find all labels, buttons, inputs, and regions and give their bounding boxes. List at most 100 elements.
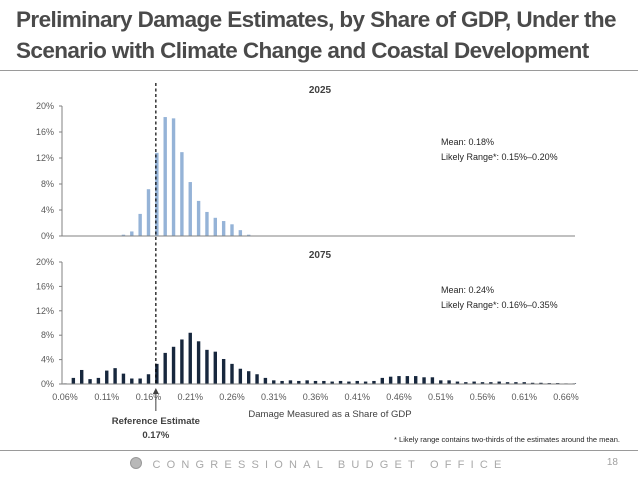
bar-2075 [363,381,368,384]
bar-2075 [88,379,92,384]
bar-2075 [255,374,259,384]
reference-value: 0.17% [142,430,169,441]
x-tick-label: 0.51% [428,392,454,402]
title-divider [0,70,638,71]
bar-2075 [130,378,134,384]
bar-2075 [439,380,443,384]
bar-2075 [247,371,251,384]
bar-2025 [238,230,243,236]
bar-2075 [297,380,301,384]
bar-2075 [522,382,526,384]
x-tick-label: 0.26% [219,392,245,402]
bar-2075 [155,363,159,384]
bar-2075 [355,380,359,384]
bar-2075 [338,380,343,384]
bar-2075 [422,377,426,384]
slide-title: Preliminary Damage Estimates, by Share o… [16,7,617,63]
bar-2075 [196,341,201,384]
bar-2025 [155,152,159,236]
bar-2075 [272,380,276,384]
bar-2075 [347,381,351,384]
x-tick-label: 0.31% [261,392,287,402]
panel-2075: 2075 0% 4% 8% 12% 16% 20% 0.06% 0.11% 0.16% 0.21… [36,250,579,420]
bar-2075 [405,376,410,384]
bar-2025 [180,152,184,236]
bar-2075 [230,363,234,384]
bar-2075 [330,381,334,384]
bar-2075 [71,377,76,384]
bar-2075 [514,382,518,384]
x-tick-label: 0.36% [303,392,329,402]
range-annotation-2075: Likely Range*: 0.16%–0.35% [441,300,558,310]
y-tick-label-2075: 8% [41,330,54,340]
y-tick-label-2075: 12% [36,306,54,316]
bar-2025 [121,234,126,236]
bar-2025 [230,224,234,236]
footer-divider [0,450,638,451]
reference-label: Reference Estimate [112,416,200,427]
x-tick-label: 0.56% [470,392,496,402]
mean-annotation-2025: Mean: 0.18% [441,137,494,147]
bar-2075 [221,358,226,384]
bar-2075 [113,368,117,384]
bar-2075 [188,332,192,384]
bar-2075 [464,382,468,384]
bar-2075 [372,380,376,384]
bar-2025 [138,213,142,236]
bar-2075 [313,380,318,384]
bar-2075 [480,382,485,384]
x-tick-label: 0.41% [344,392,370,402]
y-tick-label-2025: 16% [36,127,54,137]
bar-2025 [213,217,217,236]
y-tick-label-2075: 4% [41,355,54,365]
bar-2025 [221,221,226,236]
bar-2075 [447,380,451,384]
bar-2075 [414,376,418,384]
y-tick-label-2075: 16% [36,281,54,291]
x-tick-label: 0.06% [52,392,78,402]
bar-2075 [238,368,243,384]
x-tick-label: 0.46% [386,392,412,402]
bar-2075 [455,381,460,384]
bar-2025 [171,118,176,236]
panel-title-2025: 2025 [309,85,332,96]
footnote: * Likely range contains two-thirds of th… [394,435,620,444]
panel-title-2075: 2075 [309,250,332,261]
x-tick-label: 0.66% [553,392,579,402]
bar-2075 [288,380,293,384]
x-axis-label: Damage Measured as a Share of GDP [248,409,411,420]
x-tick-label: 0.11% [94,392,119,402]
bar-2075 [530,382,535,384]
bar-2075 [171,346,176,384]
bar-2025 [146,189,151,236]
bar-2075 [497,381,501,384]
bar-2075 [430,377,435,384]
bar-2075 [489,382,493,384]
bar-2075 [105,370,109,384]
bar-2075 [146,374,151,384]
panel-2025: 2025 0% 4% 8% 12% 16% 20% Mean: 0.18% Likely … [36,85,575,241]
bar-2075 [163,352,167,384]
mean-annotation-2075: Mean: 0.24% [441,285,494,295]
x-tick-label: 0.61% [511,392,537,402]
x-tick-label: 0.16% [136,392,162,402]
footer: CONGRESSIONAL BUDGET OFFICE [0,457,638,471]
bar-2075 [305,380,309,384]
footer-org: CONGRESSIONAL BUDGET OFFICE [152,459,508,471]
bar-2075 [96,377,101,384]
y-tick-label-2025: 4% [41,205,54,215]
bar-2025 [247,234,251,236]
range-annotation-2025: Likely Range*: 0.15%–0.20% [441,152,558,162]
bar-2075 [180,339,184,384]
reference-arrow [152,388,159,394]
bar-2075 [280,380,284,384]
bar-2075 [505,382,510,384]
bar-2075 [80,369,84,384]
y-tick-label-2025: 12% [36,153,54,163]
page-number: 18 [606,457,618,468]
y-tick-label-2025: 0% [41,231,54,241]
bar-2025 [196,200,201,236]
y-tick-label-2025: 8% [41,179,54,189]
bar-2025 [163,117,167,236]
bar-2025 [130,231,134,236]
